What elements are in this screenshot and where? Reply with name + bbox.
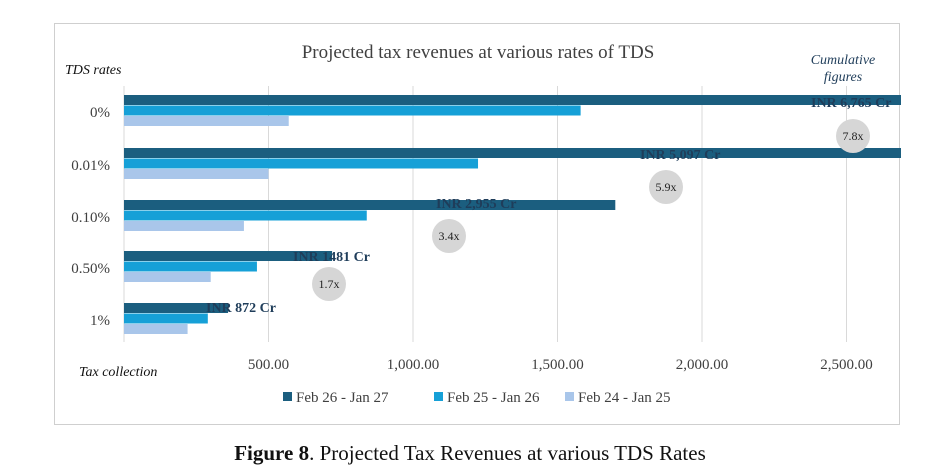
legend-label: Feb 24 - Jan 25 [578,390,671,406]
x-tick-label: 2,500.00 [820,357,873,373]
value-annotation: INR 1481 Cr [293,250,370,265]
multiplier-badge [312,267,346,301]
multiplier-badge [432,219,466,253]
cumulative-header-line: Cumulative [811,53,876,68]
category-label: 0.01% [71,158,110,174]
value-annotation: INR 5,097 Cr [640,148,721,163]
category-label: 0% [90,105,110,121]
x-tick-label: 1,000.00 [387,357,440,373]
multiplier-label: 7.8x [843,129,864,143]
bar [124,303,229,313]
chart-title: Projected tax revenues at various rates … [302,42,655,63]
category-label: 0.50% [71,261,110,277]
bar [124,200,616,210]
x-axis-label: Tax collection [79,365,157,380]
legend-label: Feb 25 - Jan 26 [447,390,540,406]
legend-swatch [283,392,292,401]
category-label: 0.10% [71,210,110,226]
legend-label: Feb 26 - Jan 27 [296,390,389,406]
multiplier-badge [649,170,683,204]
multiplier-label: 5.9x [656,180,677,194]
bar [124,272,211,282]
x-tick-label: 2,000.00 [676,357,729,373]
bar [124,169,269,179]
y-axis-label: TDS rates [65,63,122,78]
bar [124,251,333,261]
bar [124,148,901,158]
bar [124,313,208,324]
bar [124,261,257,272]
figure-caption-text: . Projected Tax Revenues at various TDS … [309,441,706,465]
value-annotation: INR 2,955 Cr [436,197,517,212]
multiplier-label: 3.4x [439,229,460,243]
x-tick-label: 500.00 [248,357,289,373]
multiplier-badge [836,119,870,153]
figure-caption-label: Figure 8 [234,441,310,465]
bar [124,324,188,334]
bar [124,116,289,126]
figure-caption: Figure 8. Projected Tax Revenues at vari… [0,441,940,466]
category-label: 1% [90,313,110,329]
chart: Projected tax revenues at various rates … [65,42,901,406]
bar [124,210,367,221]
bar [124,158,479,169]
bar [124,221,244,231]
value-annotation: INR 872 Cr [206,301,276,316]
legend-swatch [565,392,574,401]
multiplier-label: 1.7x [319,277,340,291]
chart-frame: Projected tax revenues at various rates … [54,23,901,425]
bar [124,95,901,105]
cumulative-header-line: figures [824,70,863,85]
bar [124,105,581,116]
legend-swatch [434,392,443,401]
x-tick-label: 1,500.00 [531,357,584,373]
value-annotation: INR 6,765 Cr [811,96,892,111]
